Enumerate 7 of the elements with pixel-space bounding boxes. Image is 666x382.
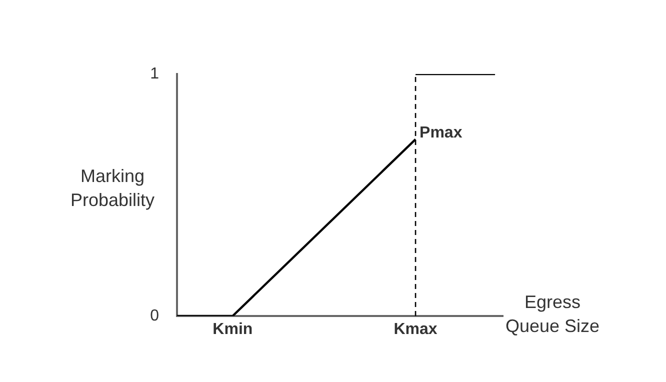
y-tick-label: 0	[150, 307, 160, 324]
x-tick-label: Kmin	[212, 321, 253, 338]
x-tick-label: Kmax	[394, 321, 438, 338]
y-tick-label: 1	[150, 65, 160, 82]
x-axis-title: Egress Queue Size	[505, 291, 600, 338]
y-axis-title: Marking Probability	[69, 165, 156, 212]
annotation: Pmax	[420, 124, 462, 142]
